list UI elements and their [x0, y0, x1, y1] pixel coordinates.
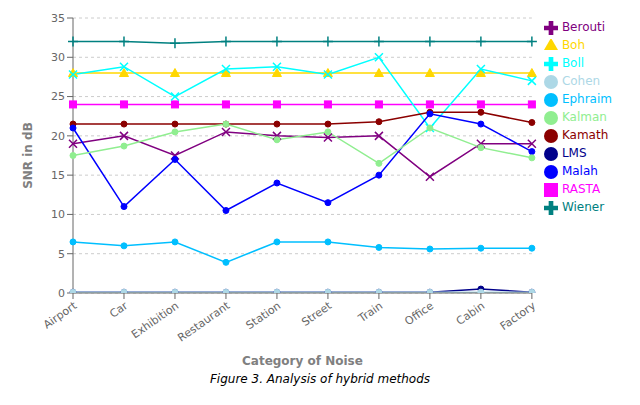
html-text:Kalman: Kalman: [561, 110, 607, 124]
svg-text:35: 35: [51, 12, 65, 25]
svg-text:Street: Street: [299, 299, 334, 329]
svg-text:Cabin: Cabin: [454, 299, 487, 328]
html-text:Kamath: Kamath: [561, 128, 609, 142]
svg-text:Airport: Airport: [41, 299, 80, 332]
svg-text:Restaurant: Restaurant: [175, 299, 232, 345]
svg-text:Office: Office: [402, 299, 436, 328]
svg-text:5: 5: [58, 248, 65, 261]
svg-text:15: 15: [51, 169, 65, 182]
svg-text:25: 25: [51, 90, 65, 103]
svg-text:Factory: Factory: [498, 299, 539, 333]
svg-text:20: 20: [51, 130, 65, 143]
svg-text:SNR in dB: SNR in dB: [21, 122, 35, 189]
html-text:Boh: Boh: [561, 38, 586, 52]
html-text:Malah: Malah: [561, 164, 598, 178]
html-text:Wiener: Wiener: [561, 200, 605, 214]
svg-text:Train: Train: [355, 299, 385, 325]
svg-text:Station: Station: [244, 299, 284, 332]
html-text:RASTA: RASTA: [561, 182, 601, 196]
svg-text:Category of Noise: Category of Noise: [242, 354, 363, 368]
html-text:Figure 3. Analysis of hybrid m: Figure 3. Analysis of hybrid methods: [209, 372, 430, 386]
html-text:Cohen: Cohen: [561, 74, 601, 88]
html-text:Ephraim: Ephraim: [561, 92, 612, 106]
svg-text:Exhibition: Exhibition: [129, 299, 181, 341]
svg-text:0: 0: [58, 287, 65, 300]
html-text:Berouti: Berouti: [561, 20, 606, 34]
svg-text:10: 10: [51, 208, 65, 221]
svg-text:Car: Car: [107, 299, 130, 321]
svg-text:30: 30: [51, 51, 65, 64]
html-text:LMS: LMS: [561, 146, 587, 160]
html-text:Boll: Boll: [561, 56, 585, 70]
